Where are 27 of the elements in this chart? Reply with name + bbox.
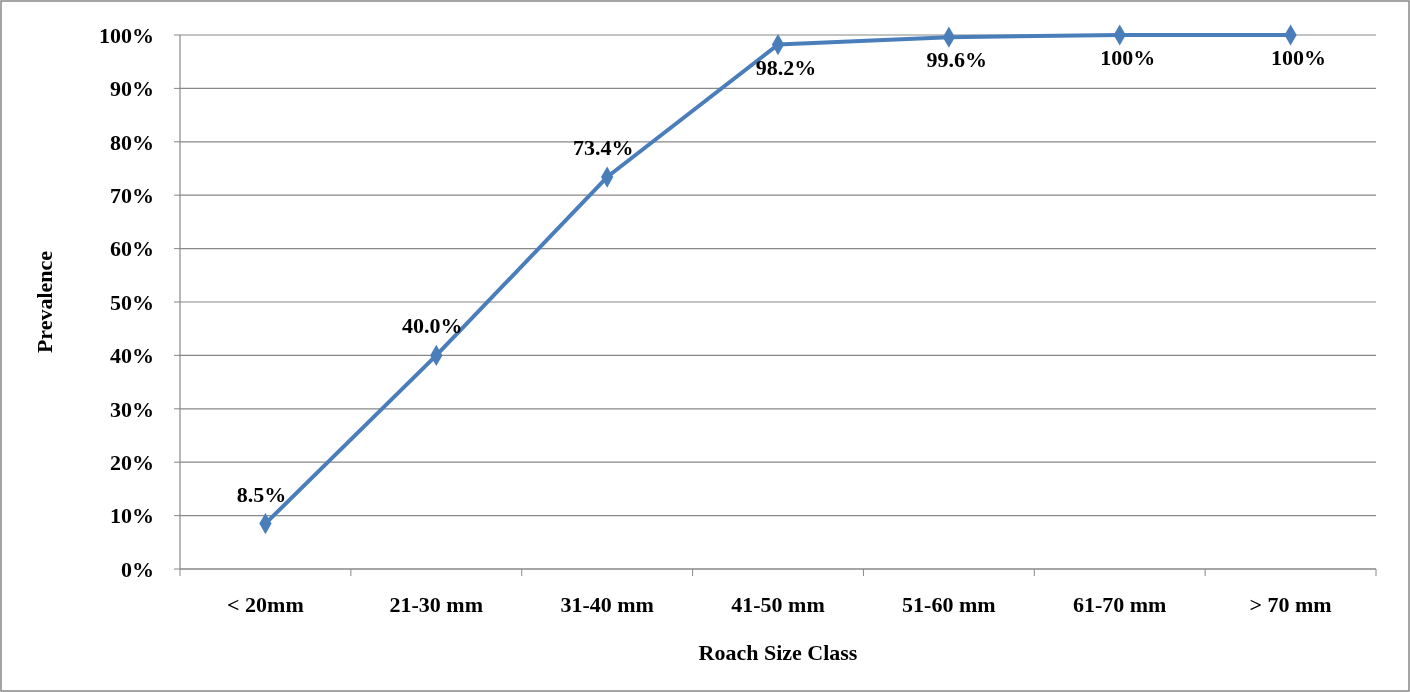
x-tick-label: 61-70 mm xyxy=(1072,592,1167,617)
y-tick-label: 60% xyxy=(110,236,154,262)
x-tick-label: > 70 mm xyxy=(1249,592,1332,617)
x-tick-label: < 20mm xyxy=(227,592,304,617)
y-tick-label: 0% xyxy=(121,556,154,582)
x-tick-label: 51-60 mm xyxy=(902,592,996,617)
data-label: 98.2% xyxy=(755,54,817,80)
y-tick-label: 70% xyxy=(110,182,154,208)
y-tick-label: 80% xyxy=(110,129,154,155)
data-label: 100% xyxy=(1271,45,1327,70)
y-tick-label: 40% xyxy=(110,343,154,369)
x-tick-label: 31-40 mm xyxy=(560,592,654,617)
y-axis-title: Prevalence xyxy=(32,250,57,354)
data-label: 40.0% xyxy=(402,313,463,339)
x-axis-title: Roach Size Class xyxy=(698,640,858,665)
y-tick-label: 20% xyxy=(110,449,154,475)
data-label: 100% xyxy=(1100,45,1156,70)
data-label: 8.5% xyxy=(236,481,287,507)
y-tick-label: 10% xyxy=(110,503,154,529)
y-tick-label: 50% xyxy=(110,289,154,315)
x-tick-label: 21-30 mm xyxy=(389,592,484,617)
y-tick-label: 100% xyxy=(99,22,154,48)
y-tick-label: 90% xyxy=(110,76,154,102)
y-tick-label: 30% xyxy=(110,396,154,422)
data-label: 99.6% xyxy=(926,47,988,73)
x-tick-label: 41-50 mm xyxy=(731,592,825,617)
data-label: 73.4% xyxy=(572,135,634,161)
